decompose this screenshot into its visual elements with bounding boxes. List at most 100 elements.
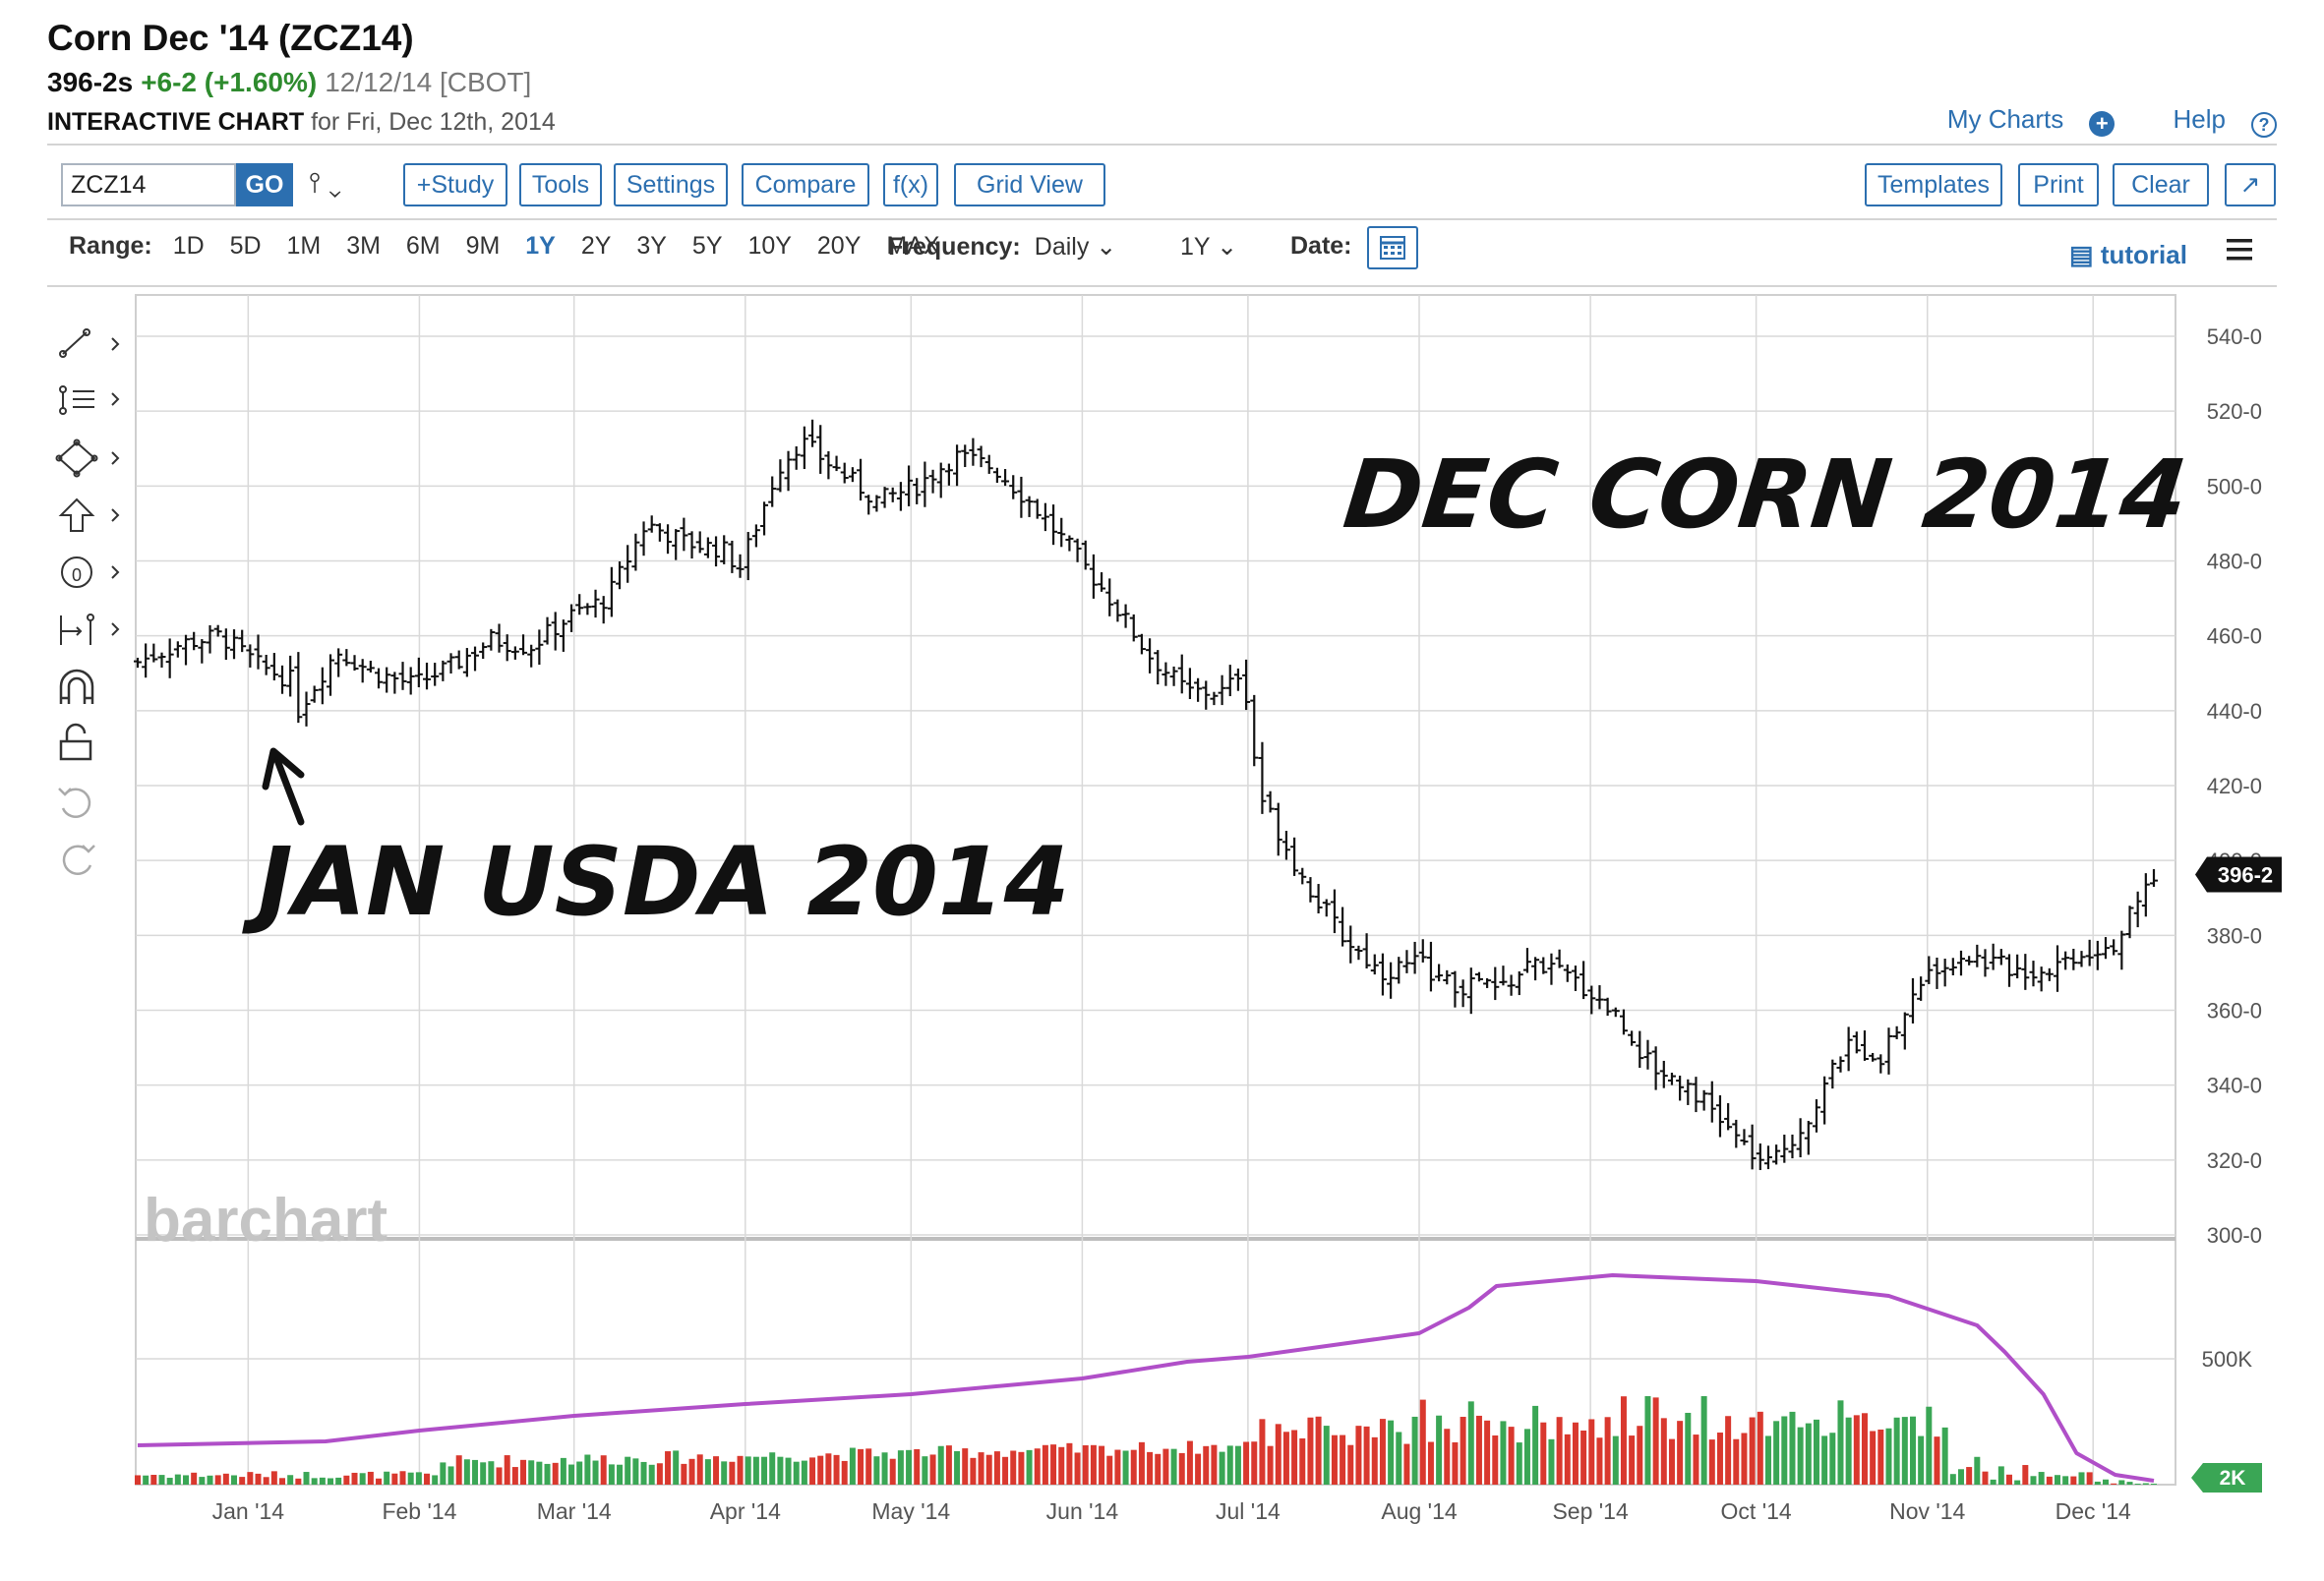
volume-bar: [1700, 1396, 1707, 1485]
price-bar: [1362, 933, 1371, 968]
frequency-control[interactable]: Frequency: Daily ⌄: [888, 232, 1116, 262]
volume-bars: [135, 1396, 2157, 1485]
price-bar: [334, 648, 343, 677]
range-20y[interactable]: 20Y: [816, 232, 862, 260]
calendar-button[interactable]: [1367, 226, 1418, 269]
range-5d[interactable]: 5D: [229, 232, 262, 260]
symbol-input[interactable]: [63, 165, 235, 205]
plus-circle-icon: +: [2089, 111, 2115, 137]
volume-bar: [1604, 1417, 1611, 1485]
volume-bar: [704, 1459, 711, 1485]
range-5y[interactable]: 5Y: [691, 232, 723, 260]
volume-bar: [1749, 1417, 1756, 1485]
volume-bar: [1355, 1426, 1362, 1485]
period-dropdown[interactable]: 1Y ⌄: [1180, 232, 1237, 262]
undo-icon[interactable]: [58, 788, 91, 818]
tools-button[interactable]: Tools: [519, 163, 602, 206]
volume-bar: [817, 1455, 824, 1485]
grid-view-button[interactable]: Grid View: [954, 163, 1105, 206]
price-bar: [1370, 954, 1379, 975]
range-3m[interactable]: 3M: [346, 232, 381, 260]
volume-bar: [1949, 1474, 1956, 1485]
volume-bar: [1066, 1442, 1073, 1485]
arrow-tool-icon[interactable]: [58, 498, 120, 532]
range-6m[interactable]: 6M: [405, 232, 441, 260]
templates-button[interactable]: Templates: [1865, 163, 2002, 206]
price-bar: [1933, 957, 1941, 989]
volume-bar: [511, 1467, 518, 1485]
chart-type-dropdown[interactable]: ⫯ ⌄: [309, 167, 342, 198]
chart-axes: 540-0520-0500-0480-0460-0440-0420-0400-0…: [212, 324, 2282, 1524]
price-bar: [1619, 1009, 1628, 1035]
date-label: Date:: [1290, 232, 1352, 260]
lock-icon[interactable]: [59, 723, 92, 761]
last-price-badge-shape: [2195, 856, 2282, 893]
my-charts-link[interactable]: My Charts +: [1922, 104, 2115, 137]
range-1y[interactable]: 1Y: [525, 232, 556, 260]
fib-tool-icon[interactable]: [59, 385, 120, 415]
tutorial-link[interactable]: ▤ tutorial: [2069, 240, 2187, 270]
price-tick-label: 360-0: [2207, 999, 2262, 1024]
price-bar: [1869, 1052, 1877, 1062]
volume-bar: [1693, 1435, 1699, 1485]
volume-bar: [1564, 1434, 1571, 1485]
price-bar: [776, 459, 785, 493]
hamburger-menu-icon[interactable]: [2225, 236, 2254, 268]
price-bar: [1571, 966, 1579, 991]
volume-bar: [1195, 1453, 1202, 1485]
x-tick-label: Mar '14: [537, 1498, 612, 1524]
volume-bar: [2151, 1484, 2157, 1485]
volume-bar: [455, 1455, 462, 1485]
price-bar: [2110, 939, 2118, 956]
frequency-value[interactable]: Daily: [1034, 233, 1090, 261]
volume-bar: [1162, 1448, 1169, 1485]
price-bar: [1225, 665, 1234, 697]
range-1m[interactable]: 1M: [286, 232, 322, 260]
redo-icon[interactable]: [62, 845, 95, 875]
volume-bar: [247, 1472, 254, 1485]
range-10y[interactable]: 10Y: [747, 232, 792, 260]
price-bar: [342, 649, 351, 667]
fullscreen-button[interactable]: ↗: [2225, 163, 2276, 206]
measure-tool-icon[interactable]: [60, 614, 120, 645]
volume-bar: [985, 1454, 992, 1485]
settings-button[interactable]: Settings: [614, 163, 728, 206]
volume-bar: [424, 1473, 431, 1485]
shape-tool-icon[interactable]: [55, 439, 120, 478]
line-tool-icon[interactable]: [59, 328, 120, 358]
price-bar: [1796, 1118, 1805, 1158]
volume-bar: [2022, 1465, 2029, 1485]
price-bar: [2133, 891, 2142, 928]
volume-bar: [1934, 1436, 1940, 1485]
price-bar: [744, 532, 752, 581]
study-button[interactable]: +Study: [403, 163, 507, 206]
go-button[interactable]: GO: [236, 163, 293, 206]
compare-button[interactable]: Compare: [742, 163, 869, 206]
price-bar: [2045, 967, 2054, 981]
volume-bar: [1267, 1445, 1274, 1485]
range-max[interactable]: MAX: [886, 232, 940, 260]
magnet-icon[interactable]: [59, 669, 94, 704]
help-link[interactable]: Help?: [2148, 104, 2277, 138]
range-3y[interactable]: 3Y: [636, 232, 667, 260]
volume-bar: [681, 1463, 687, 1485]
volume-bar: [1259, 1419, 1266, 1485]
fx-button[interactable]: f(x): [883, 163, 938, 206]
price-bar: [535, 629, 544, 666]
price-bar: [198, 639, 207, 664]
clear-button[interactable]: Clear: [2113, 163, 2209, 206]
x-tick-label: Jan '14: [212, 1498, 285, 1524]
range-1d[interactable]: 1D: [172, 232, 205, 260]
price-bar: [238, 629, 247, 653]
price-bar: [278, 665, 287, 694]
range-2y[interactable]: 2Y: [580, 232, 612, 260]
text-tool-icon[interactable]: [61, 556, 120, 588]
price-bar: [1314, 884, 1323, 914]
range-9m[interactable]: 9M: [465, 232, 501, 260]
volume-bar: [769, 1452, 776, 1485]
print-button[interactable]: Print: [2018, 163, 2099, 206]
volume-bar: [1572, 1422, 1579, 1485]
volume-bar: [343, 1475, 350, 1485]
symbol-input-box: [61, 163, 236, 206]
price-bar: [1266, 790, 1275, 813]
